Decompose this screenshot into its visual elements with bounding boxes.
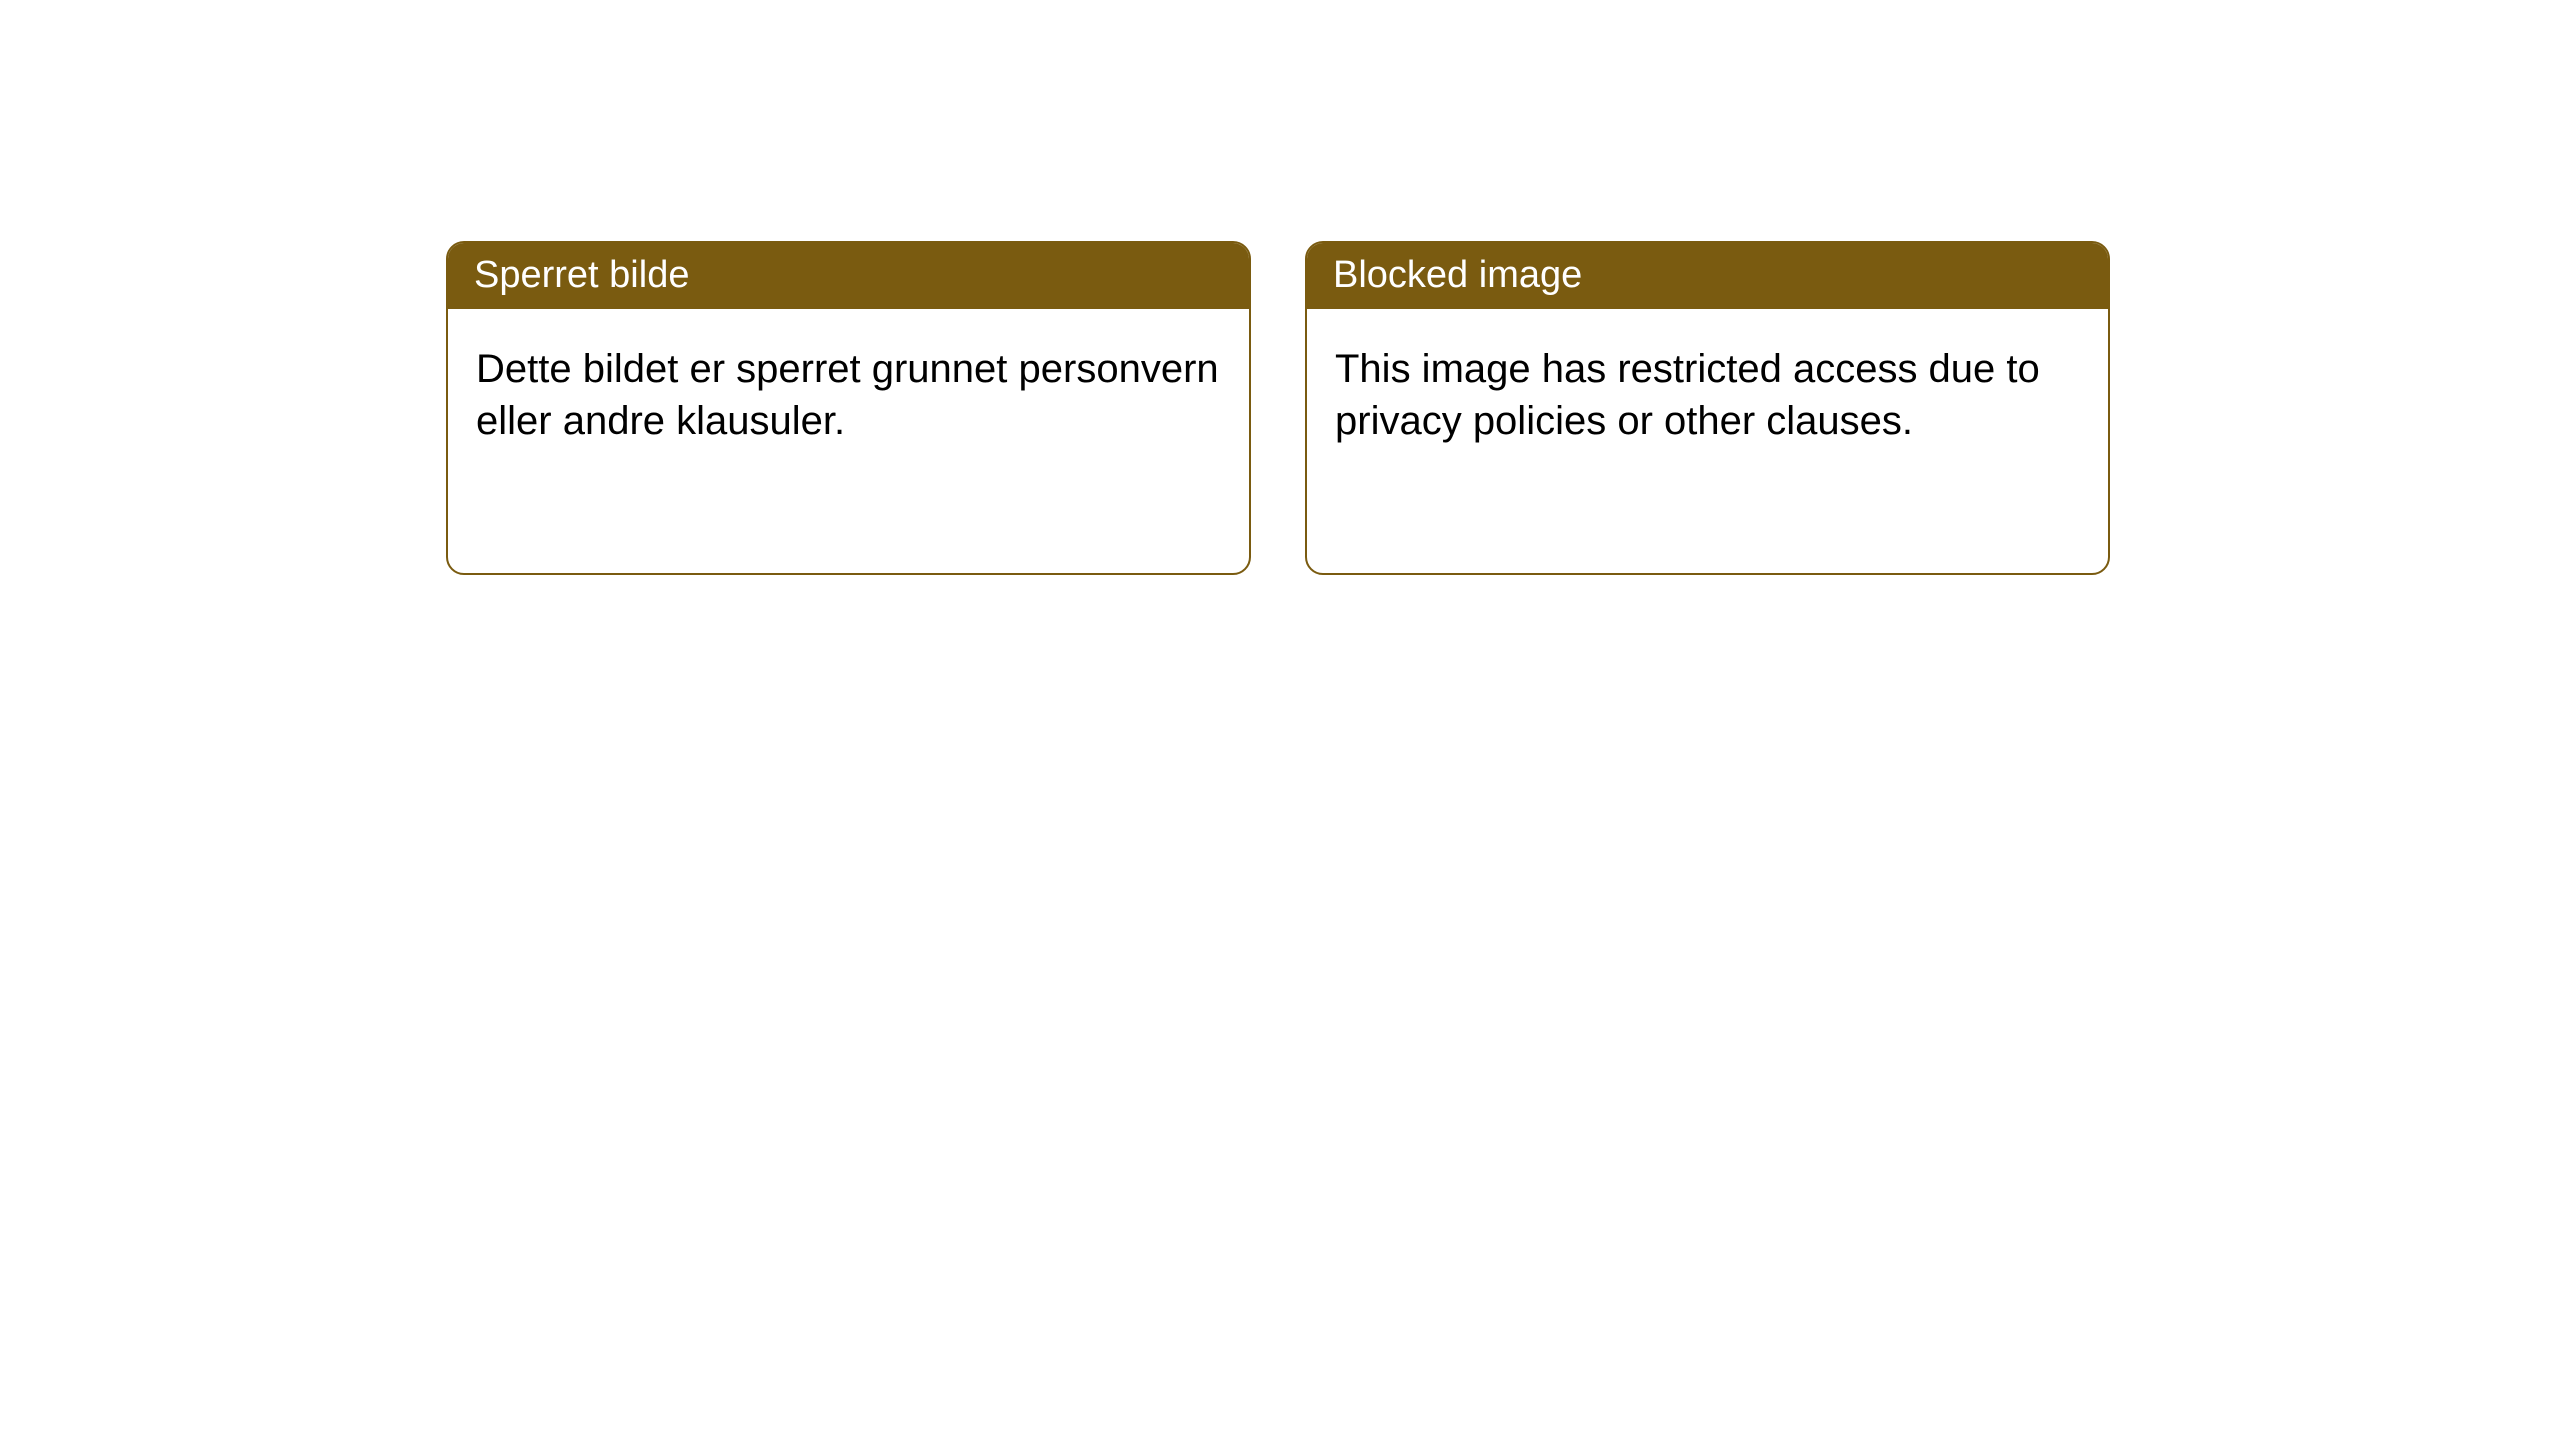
notice-body: This image has restricted access due to … — [1307, 309, 2108, 481]
notice-header: Sperret bilde — [448, 243, 1249, 309]
notice-container: Sperret bilde Dette bildet er sperret gr… — [0, 0, 2560, 575]
notice-card-norwegian: Sperret bilde Dette bildet er sperret gr… — [446, 241, 1251, 575]
notice-header: Blocked image — [1307, 243, 2108, 309]
notice-card-english: Blocked image This image has restricted … — [1305, 241, 2110, 575]
notice-body: Dette bildet er sperret grunnet personve… — [448, 309, 1249, 481]
